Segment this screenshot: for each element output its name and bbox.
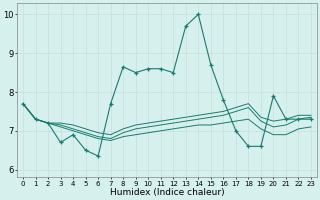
X-axis label: Humidex (Indice chaleur): Humidex (Indice chaleur)	[110, 188, 224, 197]
